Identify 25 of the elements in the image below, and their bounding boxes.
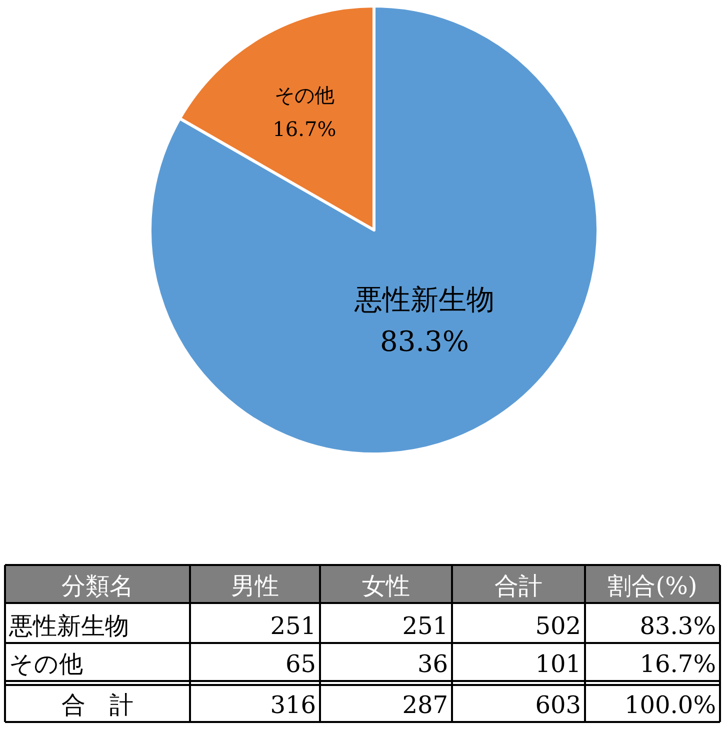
category-label: その他: [9, 650, 83, 678]
data-label: 251: [402, 612, 448, 640]
data-label: 316: [270, 691, 316, 719]
data-label: 83.3%: [640, 612, 716, 640]
data-label: 16.7%: [640, 650, 716, 678]
text: 割合(%): [608, 572, 698, 600]
data-label: 16.7%: [272, 116, 336, 141]
data-label: 65: [285, 650, 316, 678]
slice-label: 悪性新生物: [353, 283, 494, 316]
data-label: 287: [402, 691, 448, 719]
data-label: 100.0%: [624, 691, 716, 719]
category-label: 悪性新生物: [8, 612, 129, 640]
data-label: 36: [417, 650, 448, 678]
text: 分類名: [62, 572, 134, 600]
data-label: 251: [270, 612, 316, 640]
category-label: 合 計: [62, 691, 134, 719]
text: 女性: [362, 572, 410, 600]
text: 男性: [231, 572, 279, 600]
slice-label: その他: [274, 82, 334, 107]
text: 合計: [494, 572, 542, 600]
data-label: 502: [535, 612, 581, 640]
data-label: 603: [535, 691, 581, 719]
data-label: 101: [535, 650, 581, 678]
pie-slice: [148, 4, 600, 456]
data-label: 83.3%: [380, 325, 469, 358]
